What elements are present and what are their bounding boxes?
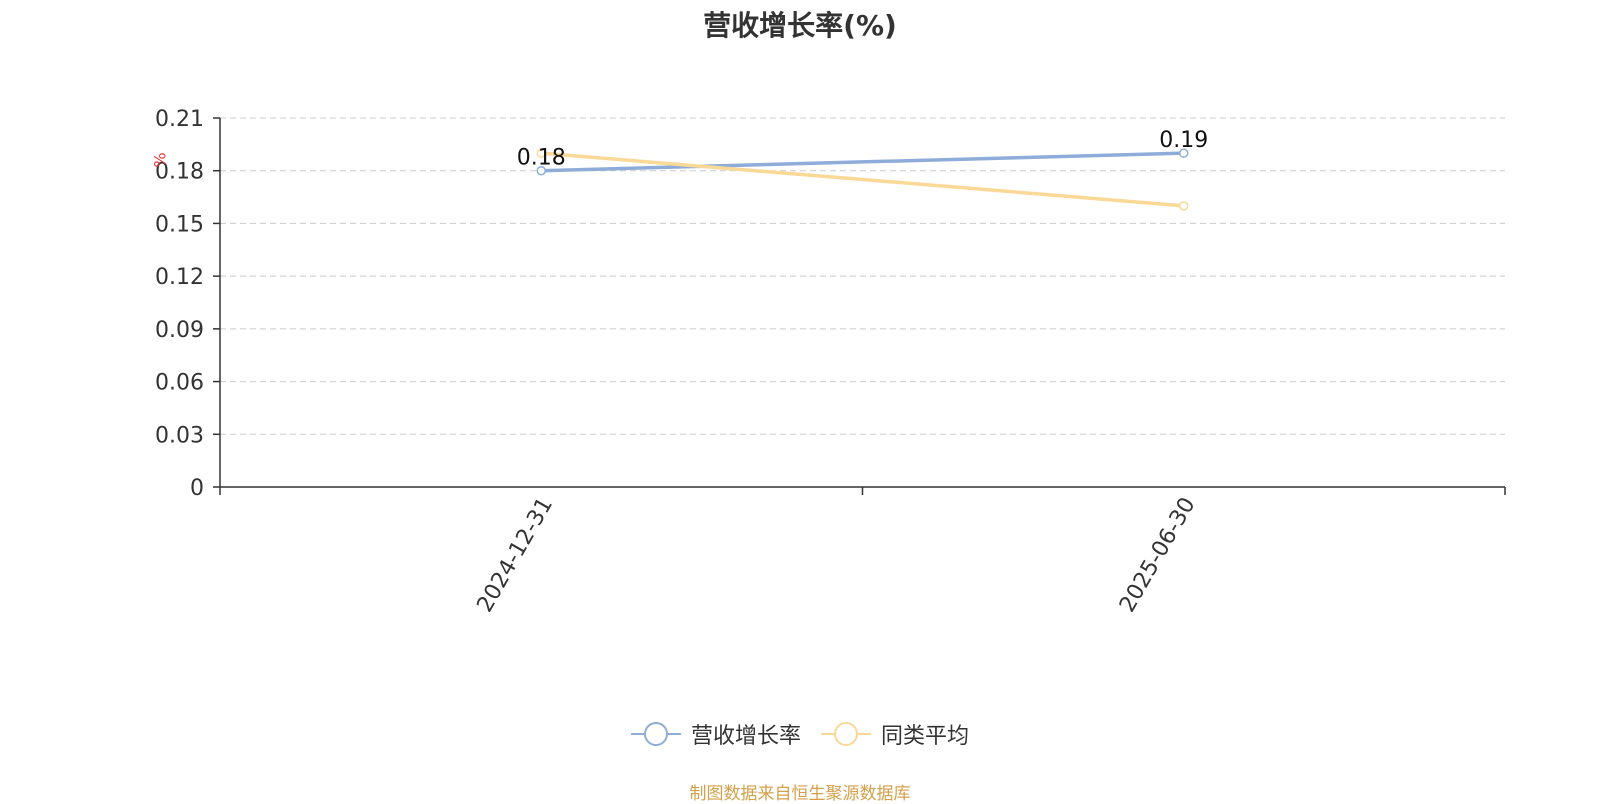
series-point-0 xyxy=(536,165,546,176)
series-line-0 xyxy=(541,151,1184,173)
x-tick-label: 2024-12-31 xyxy=(473,493,559,616)
legend-circle xyxy=(834,722,858,746)
legend-marker-peer-average-icon xyxy=(821,722,871,746)
chart-title: 营收增长率(%) xyxy=(703,9,897,42)
y-tick-label: 0.12 xyxy=(155,265,204,290)
axes: 0 0.03 0.06 0.09 0.12 0.15 0.18 0.21 2024-12-31 2… xyxy=(151,107,1506,617)
legend-item-peer-average[interactable]: 同类平均 xyxy=(821,718,969,750)
legend-label-peer-average: 同类平均 xyxy=(881,724,970,749)
data-label: 0.19 xyxy=(1159,128,1208,153)
y-tick-label: 0.06 xyxy=(155,371,204,396)
y-tick-label: 0.03 xyxy=(155,423,204,448)
legend: 营收增长率 同类平均 xyxy=(0,718,1600,750)
x-tick-label: 2025-06-30 xyxy=(1115,493,1201,616)
series-line-1 xyxy=(541,151,1184,208)
data-label: 0.18 xyxy=(517,146,566,171)
grid-lines xyxy=(220,117,1505,435)
y-tick-label: 0 xyxy=(190,476,204,501)
series xyxy=(536,148,1189,211)
y-tick-label: 0.09 xyxy=(155,318,204,343)
series-point-1 xyxy=(536,148,546,158)
series-point-0 xyxy=(1179,148,1189,158)
y-tick-label: 0.21 xyxy=(155,107,204,132)
y-tick-label: 0.15 xyxy=(155,212,204,237)
series-point-1 xyxy=(1179,201,1189,211)
y-axis-label: % xyxy=(151,152,170,167)
legend-label-revenue-growth: 营收增长率 xyxy=(690,724,801,749)
y-tick-label: 0.18 xyxy=(155,160,204,185)
legend-circle xyxy=(643,722,668,746)
legend-marker-revenue-growth-icon xyxy=(630,722,681,746)
source-note: 制图数据来自恒生聚源数据库 xyxy=(689,784,911,804)
legend-item-revenue-growth[interactable]: 营收增长率 xyxy=(630,718,801,750)
data-labels: 0.18 0.19 xyxy=(517,128,1208,171)
